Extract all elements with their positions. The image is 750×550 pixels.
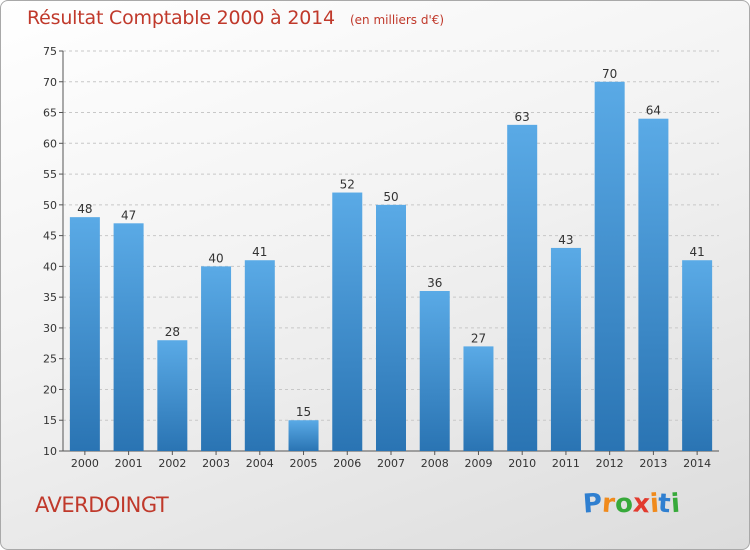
data-label-2007: 50 [383, 190, 398, 204]
y-tick-label: 55 [43, 168, 57, 181]
data-label-2005: 15 [296, 405, 311, 419]
data-label-2012: 70 [602, 67, 617, 81]
logo-letter: i [669, 488, 681, 520]
y-tick-label: 35 [43, 291, 57, 304]
logo-letter: x [631, 488, 651, 520]
y-tick-label: 45 [43, 230, 57, 243]
data-label-2006: 52 [340, 178, 355, 192]
data-label-2011: 43 [558, 233, 573, 247]
bar-2005 [288, 420, 319, 451]
data-label-2004: 41 [252, 245, 267, 259]
y-tick-label: 70 [43, 76, 57, 89]
x-tick-label-2001: 2001 [115, 457, 143, 470]
y-tick-label: 50 [43, 199, 57, 212]
data-label-2002: 28 [165, 325, 180, 339]
x-tick-label-2004: 2004 [246, 457, 274, 470]
data-label-2014: 41 [689, 245, 704, 259]
bar-2010 [507, 124, 538, 451]
x-tick-label-2006: 2006 [333, 457, 361, 470]
bar-2013 [638, 118, 669, 451]
location-name: AVERDOINGT [35, 493, 169, 517]
x-tick-label-2005: 2005 [290, 457, 318, 470]
x-tick-label-2011: 2011 [552, 457, 580, 470]
bar-2001 [113, 223, 144, 451]
bar-2014 [682, 260, 713, 451]
bar-2006 [332, 192, 363, 452]
x-tick-label-2012: 2012 [596, 457, 624, 470]
x-tick-label-2010: 2010 [508, 457, 536, 470]
chart-title: Résultat Comptable 2000 à 2014 [27, 7, 335, 29]
data-label-2009: 27 [471, 331, 486, 345]
x-tick-label-2009: 2009 [464, 457, 492, 470]
bar-2009 [463, 346, 494, 451]
y-tick-label: 75 [43, 45, 57, 58]
x-tick-label-2000: 2000 [71, 457, 99, 470]
data-label-2003: 40 [208, 251, 223, 265]
chart-subtitle: (en milliers d'€) [349, 13, 445, 27]
y-tick-label: 65 [43, 107, 57, 120]
bar-2003 [201, 266, 232, 451]
y-tick-label: 60 [43, 137, 57, 150]
x-tick-label-2014: 2014 [683, 457, 711, 470]
bar-2007 [376, 204, 406, 451]
x-tick-label-2008: 2008 [421, 457, 449, 470]
data-label-2010: 63 [515, 110, 530, 124]
y-tick-label: 15 [43, 414, 57, 427]
data-label-2008: 36 [427, 276, 442, 290]
y-tick-label: 40 [43, 260, 57, 273]
x-tick-label-2007: 2007 [377, 457, 405, 470]
bar-2004 [244, 260, 275, 451]
y-tick-label: 25 [43, 353, 57, 366]
logo-letter: o [613, 488, 634, 520]
y-tick-label: 30 [43, 322, 57, 335]
bar-2002 [157, 340, 188, 451]
bar-2008 [419, 291, 450, 451]
x-tick-label-2013: 2013 [639, 457, 667, 470]
y-tick-label: 10 [43, 445, 57, 458]
data-label-2001: 47 [121, 208, 136, 222]
x-tick-label-2002: 2002 [158, 457, 186, 470]
y-tick-label: 20 [43, 383, 57, 396]
data-label-2013: 64 [646, 104, 661, 118]
proxiti-logo: Proxiti [581, 488, 681, 520]
data-label-2000: 48 [77, 202, 92, 216]
bar-2000 [69, 217, 100, 451]
x-tick-label-2003: 2003 [202, 457, 230, 470]
bar-2011 [550, 247, 581, 451]
logo-letter: P [581, 488, 604, 520]
chart-title-block: Résultat Comptable 2000 à 2014 (en milli… [27, 7, 444, 29]
bar-2012 [594, 81, 625, 452]
